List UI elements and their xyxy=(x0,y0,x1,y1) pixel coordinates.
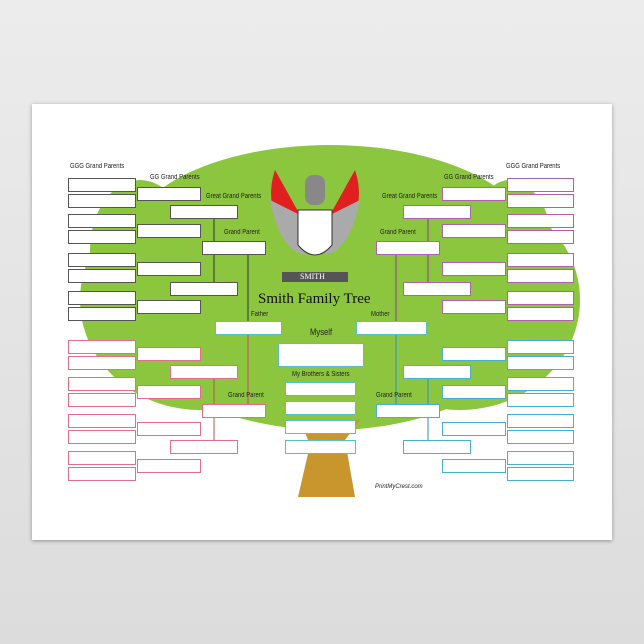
gg-box[interactable] xyxy=(137,459,201,473)
ggg-box[interactable] xyxy=(68,393,136,407)
ggg-box[interactable] xyxy=(68,214,136,228)
ggg-box[interactable] xyxy=(68,253,136,267)
ggg-box[interactable] xyxy=(507,356,574,370)
gp-label-top-left: Grand Parent xyxy=(224,229,260,236)
gg-box[interactable] xyxy=(442,347,506,361)
myself-box[interactable] xyxy=(278,343,364,367)
mother-box[interactable] xyxy=(356,321,427,335)
ggg-box[interactable] xyxy=(68,269,136,283)
ggg-box[interactable] xyxy=(68,230,136,244)
ggg-box[interactable] xyxy=(507,430,574,444)
coat-of-arms xyxy=(270,170,360,282)
gg-label-right: GG Grand Parents xyxy=(444,174,494,181)
gg-box[interactable] xyxy=(137,347,201,361)
ggg-box[interactable] xyxy=(507,214,574,228)
gg-box[interactable] xyxy=(442,187,506,201)
great-grandparent-box[interactable] xyxy=(403,365,471,379)
ggg-box[interactable] xyxy=(507,377,574,391)
sibling-box[interactable] xyxy=(285,440,356,454)
ggg-box[interactable] xyxy=(68,451,136,465)
ggg-box[interactable] xyxy=(68,307,136,321)
gg-box[interactable] xyxy=(442,459,506,473)
ggg-box[interactable] xyxy=(68,377,136,391)
mother-label: Mother xyxy=(371,311,390,318)
ggg-box[interactable] xyxy=(507,414,574,428)
ggg-box[interactable] xyxy=(507,230,574,244)
ggg-box[interactable] xyxy=(507,340,574,354)
sibling-box[interactable] xyxy=(285,420,356,434)
great-label-right: Great Grand Parents xyxy=(382,193,438,200)
gp-label-top-right: Grand Parent xyxy=(380,229,416,236)
gp-label-bottom-left: Grand Parent xyxy=(228,392,264,399)
ggg-box[interactable] xyxy=(68,430,136,444)
ggg-box[interactable] xyxy=(507,194,574,208)
grandparent-box[interactable] xyxy=(376,241,440,255)
gg-box[interactable] xyxy=(442,262,506,276)
ggg-box[interactable] xyxy=(507,291,574,305)
gg-box[interactable] xyxy=(442,422,506,436)
ggg-label-right: GGG Grand Parents xyxy=(506,163,561,170)
great-grandparent-box[interactable] xyxy=(403,282,471,296)
gg-box[interactable] xyxy=(137,422,201,436)
gg-box[interactable] xyxy=(137,300,201,314)
gg-box[interactable] xyxy=(137,385,201,399)
great-grandparent-box[interactable] xyxy=(170,365,238,379)
ggg-box[interactable] xyxy=(68,340,136,354)
ggg-box[interactable] xyxy=(68,356,136,370)
ggg-box[interactable] xyxy=(507,307,574,321)
gg-box[interactable] xyxy=(442,300,506,314)
ggg-box[interactable] xyxy=(507,178,574,192)
ggg-box[interactable] xyxy=(68,467,136,481)
gg-box[interactable] xyxy=(137,187,201,201)
great-label-left: Great Grand Parents xyxy=(206,193,262,200)
siblings-label: My Brothers & Sisters xyxy=(292,371,350,378)
grandparent-box[interactable] xyxy=(202,241,266,255)
ggg-box[interactable] xyxy=(507,451,574,465)
connector-lines xyxy=(213,212,429,440)
great-grandparent-box[interactable] xyxy=(403,205,471,219)
ggg-box[interactable] xyxy=(507,253,574,267)
sibling-box[interactable] xyxy=(285,401,356,415)
gg-box[interactable] xyxy=(442,224,506,238)
gg-box[interactable] xyxy=(137,224,201,238)
gp-label-bottom-right: Grand Parent xyxy=(376,392,412,399)
sibling-box[interactable] xyxy=(285,382,356,396)
great-grandparent-box[interactable] xyxy=(170,205,238,219)
great-grandparent-box[interactable] xyxy=(170,440,238,454)
grandparent-box[interactable] xyxy=(202,404,266,418)
page-title: Smith Family Tree xyxy=(258,291,371,307)
tree-trunk xyxy=(298,420,360,497)
great-grandparent-box[interactable] xyxy=(403,440,471,454)
grandparent-box[interactable] xyxy=(376,404,440,418)
crest-banner: SMITH xyxy=(300,272,325,281)
ggg-box[interactable] xyxy=(507,467,574,481)
ggg-box[interactable] xyxy=(68,414,136,428)
gg-label-left: GG Grand Parents xyxy=(150,174,200,181)
ggg-box[interactable] xyxy=(68,194,136,208)
ggg-box[interactable] xyxy=(507,269,574,283)
ggg-label-left: GGG Grand Parents xyxy=(70,163,125,170)
ggg-box[interactable] xyxy=(507,393,574,407)
great-grandparent-box[interactable] xyxy=(170,282,238,296)
myself-label: Myself xyxy=(310,327,333,337)
ggg-box[interactable] xyxy=(68,291,136,305)
credit-logo: PrintMyCrest.com xyxy=(375,484,423,490)
father-box[interactable] xyxy=(215,321,282,335)
father-label: Father xyxy=(251,311,269,318)
gg-box[interactable] xyxy=(442,385,506,399)
ggg-box[interactable] xyxy=(68,178,136,192)
gg-box[interactable] xyxy=(137,262,201,276)
